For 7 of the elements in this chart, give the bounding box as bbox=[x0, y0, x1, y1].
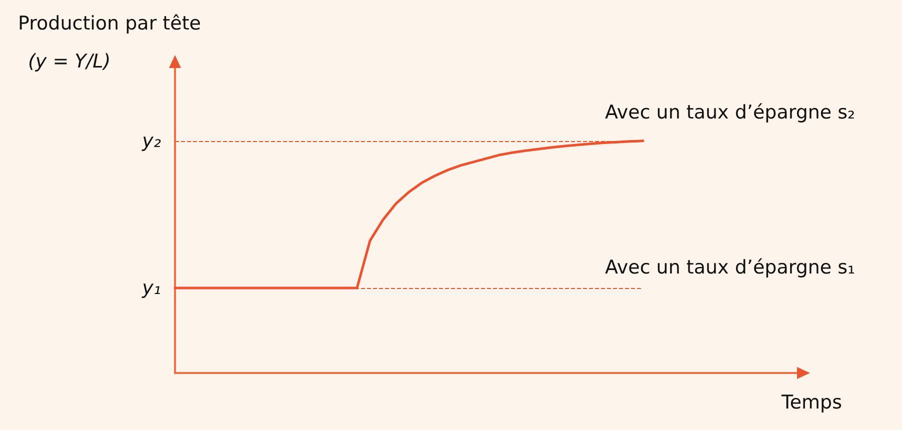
x-axis-title: Temps bbox=[780, 392, 842, 414]
text: (y = Y/L) bbox=[28, 50, 111, 72]
ref-line-label: y₂ bbox=[141, 130, 162, 152]
chart-title: Production par tête bbox=[18, 12, 201, 34]
text: Avec un taux d’épargne s₂ bbox=[605, 102, 856, 124]
ref-line-label: y₁ bbox=[141, 277, 161, 300]
annotation: Avec un taux d’épargne s₁ bbox=[605, 256, 856, 278]
